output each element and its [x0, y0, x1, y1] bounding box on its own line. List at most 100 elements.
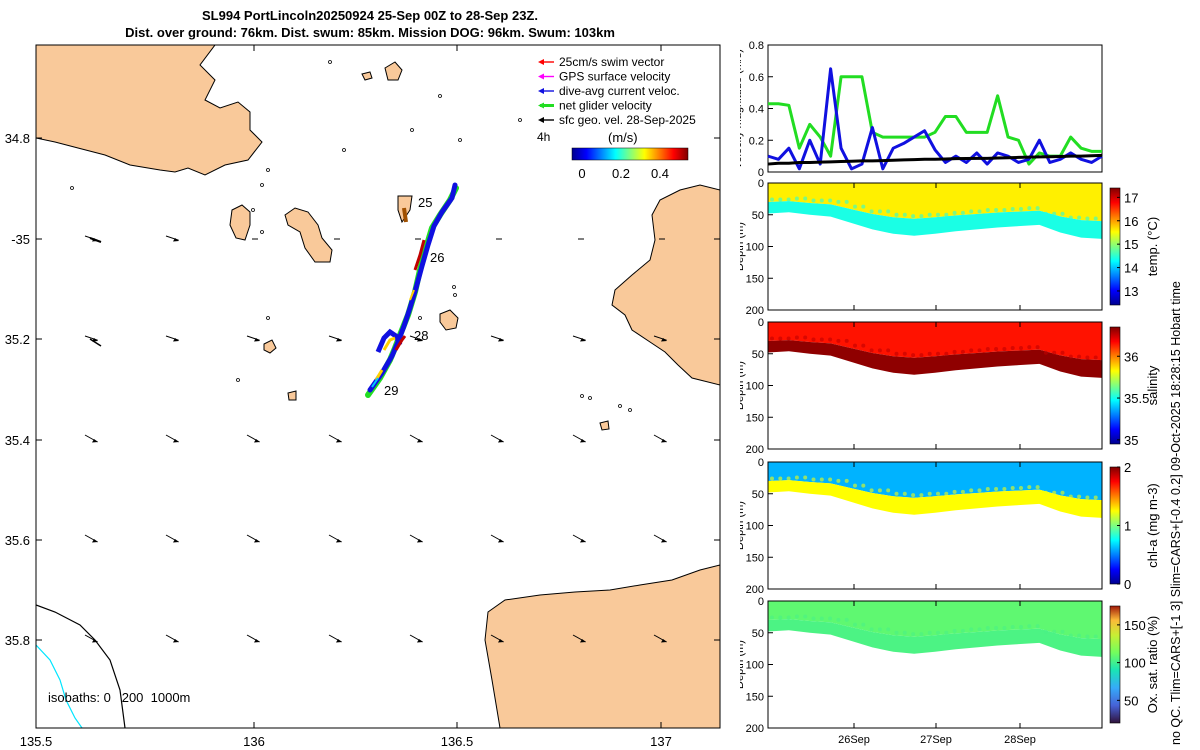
section-panels: 0 0.2 0.4 0.6 0.8 velocity magnitude (m/s) 0 50… — [740, 40, 1160, 746]
small-island — [580, 394, 584, 398]
map-y-tick-label: -35 — [11, 232, 30, 247]
colorbar-tick-label: 14 — [1124, 261, 1138, 276]
legend-entry: net glider velocity — [538, 99, 652, 113]
section-lower-layer — [768, 619, 1102, 657]
map-y-tick-label: 35.4 — [5, 433, 30, 448]
processing-note-text: no QC. Tlim=CARS+[-1 3] Slim=CARS+[-0.4 … — [1169, 281, 1183, 745]
depth-tick-label: 50 — [752, 489, 764, 501]
day-label: 29 — [384, 383, 398, 398]
depth-axis-label: Depth (m) — [740, 222, 746, 271]
colorbar-tick-label: 0 — [1124, 577, 1131, 592]
small-island — [453, 293, 457, 297]
depth-tick-label: 0 — [758, 178, 764, 190]
small-island — [266, 168, 270, 172]
sfc-geo-arrow — [84, 434, 98, 443]
island-5 — [439, 309, 459, 331]
velocity-y-tick-label: 0.6 — [749, 72, 764, 84]
map-y-tick-label: 35.8 — [5, 633, 30, 648]
depth-tick-label: 150 — [746, 412, 764, 424]
kangaroo-island-land — [484, 564, 720, 728]
legend-entry: sfc geo. vel. 28-Sep-2025 — [538, 113, 696, 127]
section-lower-layer — [768, 480, 1102, 518]
velocity-colorbar — [571, 147, 689, 161]
sfc-geo-arrow — [246, 335, 260, 342]
legend-label: sfc geo. vel. 28-Sep-2025 — [559, 113, 696, 127]
legend-time-step: 4h — [537, 130, 550, 144]
velocity-series-line — [767, 153, 1103, 166]
small-island — [518, 118, 522, 122]
colorbar-label: salinity — [1145, 365, 1160, 405]
depth-tick-label: 200 — [746, 723, 764, 735]
map-x-tick-label: 136.5 — [441, 734, 474, 749]
glider-track-map: 135.5 136 136.5 137 34.8 -35 35.2 35.4 35.6 35.8… — [5, 44, 721, 749]
sfc-geo-arrow — [572, 335, 586, 342]
sfc-geo-arrow — [653, 434, 667, 443]
depth-axis-label: Depth (m) — [740, 361, 746, 410]
small-island — [438, 94, 442, 98]
velocity-y-tick-label: 0.8 — [749, 40, 764, 52]
map-x-tick-label: 135.5 — [20, 734, 53, 749]
velocity-y-tick-label: 0.4 — [749, 104, 764, 116]
island-2 — [229, 204, 251, 241]
legend-entry: 25cm/s swim vector — [538, 55, 664, 69]
sfc-geo-arrow — [165, 634, 179, 643]
island-3 — [384, 61, 403, 81]
glider-track — [365, 182, 459, 398]
depth-tick-label: 0 — [758, 457, 764, 469]
depth-tick-label: 50 — [752, 349, 764, 361]
velocity-ylabel: velocity magnitude (m/s) — [740, 49, 744, 168]
sfc-geo-arrow — [572, 634, 586, 643]
figure-title-line2: Dist. over ground: 76km. Dist. swum: 85k… — [125, 25, 615, 40]
legend-label: GPS surface velocity — [559, 70, 670, 84]
sfc-geo-arrow — [409, 434, 423, 443]
small-island — [342, 148, 346, 152]
depth-axis-label: Depth (m) — [740, 501, 746, 550]
colorbar-tick-label: 35 — [1124, 433, 1138, 448]
depth-tick-label: 0 — [758, 317, 764, 329]
sfc-geo-arrow — [328, 534, 342, 543]
island-9 — [599, 420, 610, 431]
legend-entry: GPS surface velocity — [538, 70, 670, 84]
island-4 — [361, 71, 373, 81]
colorbar-tick-label: 13 — [1124, 284, 1138, 299]
sfc-geo-arrow — [490, 335, 504, 342]
colorbar-unit-label: (m/s) — [608, 130, 638, 145]
day-label: 26 — [430, 250, 444, 265]
sfc-geo-arrow — [165, 335, 179, 342]
legend-label: 25cm/s swim vector — [559, 55, 664, 69]
depth-axis-label: Depth (m) — [740, 640, 746, 689]
island-6 — [263, 339, 277, 354]
map-x-tick-label: 137 — [650, 734, 672, 749]
section-colorbar — [1109, 326, 1121, 445]
sfc-geo-arrow — [328, 634, 342, 643]
colorbar-tick-label: 0.4 — [651, 166, 669, 181]
colorbar-label: Ox. sat. ratio (%) — [1145, 616, 1160, 714]
depth-tick-label: 100 — [746, 660, 764, 672]
small-island — [458, 138, 462, 142]
section-colorbar — [1109, 187, 1121, 306]
small-island — [452, 285, 456, 289]
sfc-geo-arrow — [246, 534, 260, 543]
colorbar-tick-label: 150 — [1124, 618, 1146, 633]
small-island — [588, 396, 592, 400]
colorbar-label: chl-a (mg m-3) — [1145, 483, 1160, 568]
small-island — [70, 186, 74, 190]
sfc-geo-arrow — [653, 335, 667, 342]
section-panel-1: 0 50 100 150 200 Depth (m) 13 14 15 16 17 temp. (°C… — [740, 178, 1160, 317]
depth-tick-label: 200 — [746, 305, 764, 317]
colorbar-tick-label: 0.2 — [612, 166, 630, 181]
section-upper-layer — [768, 601, 1102, 640]
sfc-geo-arrow — [165, 434, 179, 443]
sfc-geo-arrow — [572, 434, 586, 443]
depth-tick-label: 150 — [746, 552, 764, 564]
small-island — [251, 208, 255, 212]
depth-tick-label: 50 — [752, 628, 764, 640]
time-tick-label: 27Sep — [920, 734, 952, 746]
sfc-geo-arrow — [490, 634, 504, 643]
small-island — [328, 60, 332, 64]
legend-entry: dive-avg current veloc. — [538, 84, 680, 98]
velocity-series-line — [767, 67, 1103, 171]
sfc-geo-arrow — [246, 634, 260, 643]
depth-tick-label: 200 — [746, 444, 764, 456]
